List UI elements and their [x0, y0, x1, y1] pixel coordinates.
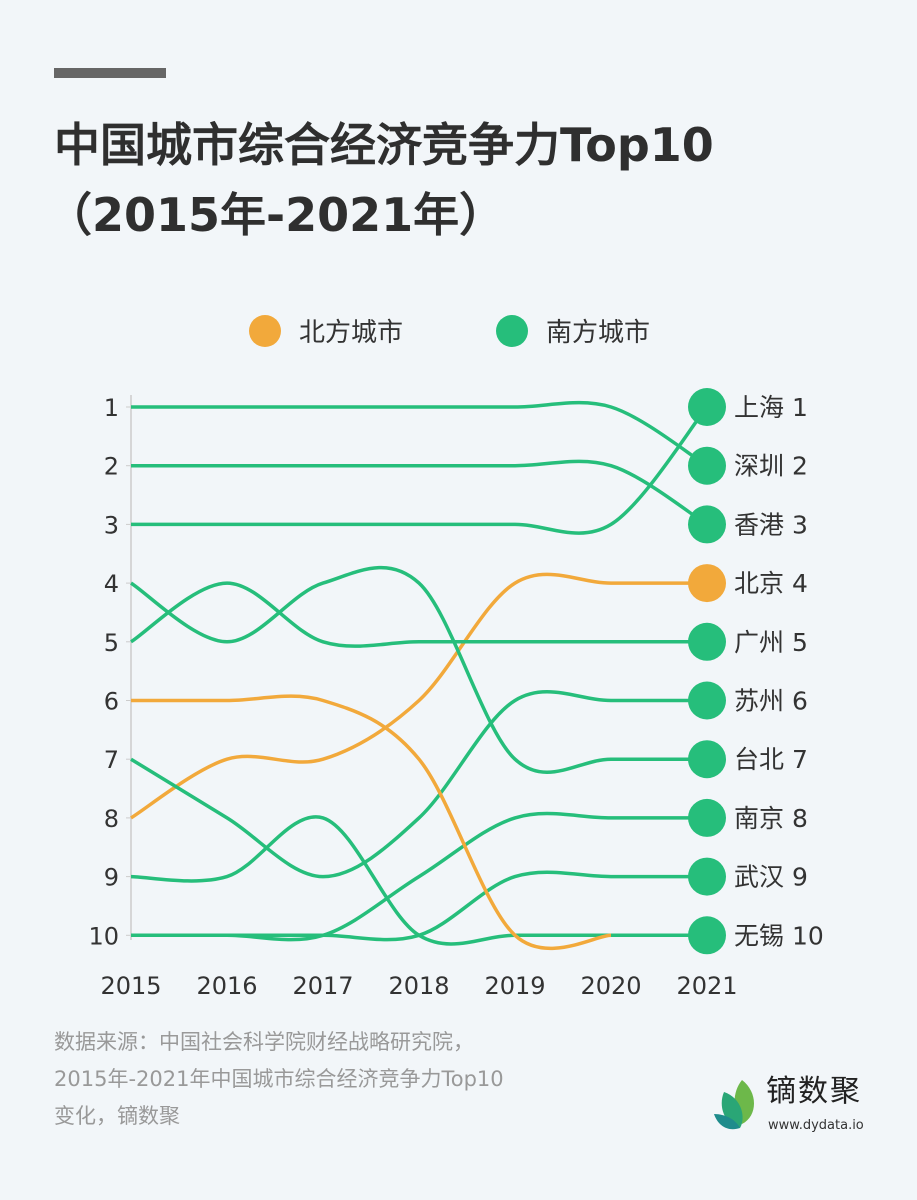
y-tick-label: 8	[104, 805, 119, 833]
x-tick-label: 2017	[292, 972, 353, 1000]
x-tick-label: 2019	[484, 972, 545, 1000]
series-line-上海	[131, 405, 709, 535]
x-tick-label: 2015	[100, 972, 161, 1000]
x-tick-label: 2018	[388, 972, 449, 1000]
legend-marker-south	[496, 314, 528, 347]
y-tick-label: 10	[88, 922, 119, 950]
city-end-label: 香港 3	[734, 510, 808, 539]
end-marker	[688, 857, 726, 896]
page-title: 中国城市综合经济竞争力Top10 （2015年-2021年）	[46, 110, 714, 250]
title-line-1: 中国城市综合经济竞争力Top10	[54, 118, 714, 172]
y-tick-label: 2	[104, 453, 119, 481]
y-tick-label: 1	[104, 394, 119, 422]
y-tick-label: 5	[104, 629, 119, 657]
end-marker	[688, 388, 726, 426]
end-marker	[688, 916, 726, 955]
end-marker	[688, 622, 726, 661]
city-end-label: 台北 7	[734, 745, 808, 774]
city-end-label: 无锡 10	[734, 921, 824, 950]
legend: 北方城市 南方城市	[0, 312, 917, 356]
end-marker	[688, 681, 726, 720]
end-marker	[688, 564, 726, 603]
series-line-台北	[130, 565, 707, 774]
city-end-label: 武汉 9	[734, 863, 808, 892]
end-marker	[688, 505, 726, 544]
y-tick-label: 3	[104, 511, 119, 539]
brand-logo: 镝数聚 www.dydata.io	[712, 1074, 902, 1144]
source-note: 数据来源：中国社会科学院财经战略研究院， 2015年-2021年中国城市综合经济…	[54, 1024, 504, 1135]
y-tick-label: 4	[104, 570, 119, 598]
end-marker	[688, 798, 726, 837]
city-end-label: 苏州 6	[734, 687, 808, 716]
source-line-3: 变化，镝数聚	[54, 1104, 180, 1128]
city-end-label: 南京 8	[734, 804, 808, 833]
source-line-1: 数据来源：中国社会科学院财经战略研究院，	[54, 1030, 474, 1054]
x-tick-label: 2020	[580, 972, 641, 1000]
y-tick-label: 6	[104, 688, 119, 716]
legend-item-north[interactable]: 北方城市	[249, 312, 403, 349]
x-tick-label: 2016	[196, 972, 257, 1000]
series-line-苏州	[130, 690, 707, 879]
logo-url: www.dydata.io	[768, 1118, 864, 1133]
series-line-香港	[131, 459, 708, 526]
series-line-unlabeled-10	[131, 694, 612, 951]
source-line-2: 2015年-2021年中国城市综合经济竞争力Top10	[54, 1067, 504, 1091]
title-accent-bar	[54, 68, 166, 78]
legend-label-south: 南方城市	[546, 318, 651, 348]
legend-marker-north	[249, 314, 281, 347]
leaf-logo-icon	[714, 1080, 754, 1130]
city-end-label: 广州 5	[734, 628, 808, 657]
bump-chart: 1 2 3 4 5 6 7 8 9 10 2015 2016 2017 2018 2019 2020 2021 上…	[88, 388, 824, 1000]
y-tick-label: 7	[104, 746, 119, 774]
end-marker	[688, 740, 726, 779]
x-tick-label: 2021	[676, 972, 737, 1000]
legend-label-north: 北方城市	[299, 318, 404, 348]
legend-item-south[interactable]: 南方城市	[496, 312, 650, 349]
y-tick-label: 9	[104, 864, 119, 892]
end-marker	[688, 446, 726, 485]
series-line-武汉	[226, 870, 707, 942]
series-line-广州	[130, 581, 707, 648]
city-end-label: 北京 4	[734, 569, 808, 598]
series-line-无锡	[130, 815, 707, 946]
logo-name: 镝数聚	[766, 1074, 862, 1109]
series-line-北京	[130, 572, 707, 820]
series-line-深圳	[130, 400, 708, 468]
city-end-label: 深圳 2	[734, 452, 808, 481]
city-end-label: 上海 1	[734, 393, 808, 422]
title-line-2: （2015年-2021年）	[46, 188, 506, 242]
